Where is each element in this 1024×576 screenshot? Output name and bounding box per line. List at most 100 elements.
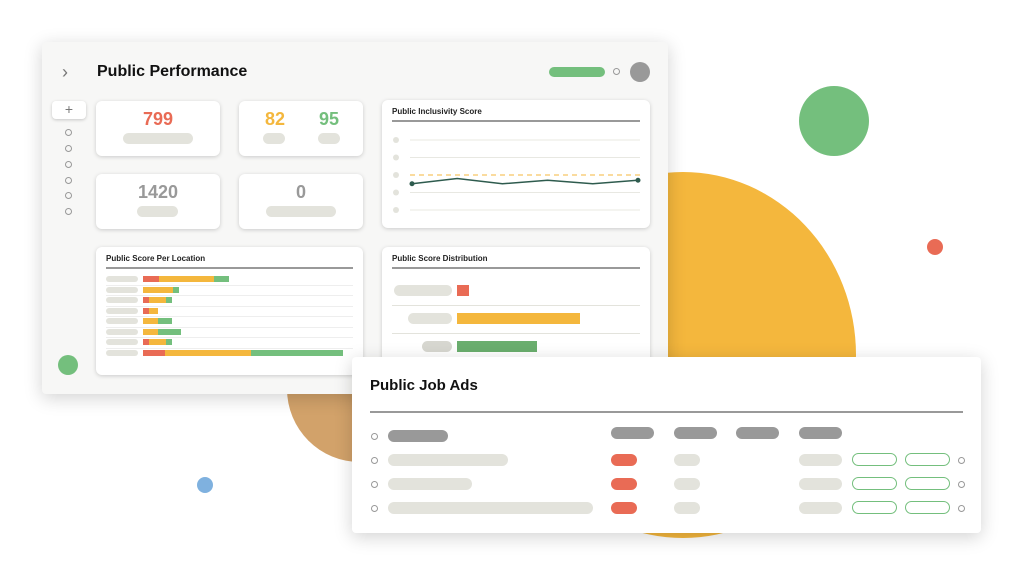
row-divider [106,284,353,286]
stat-value-yellow: 82 [264,109,286,129]
bar-segment [143,307,149,314]
row-divider [106,295,353,296]
data-point [635,177,641,183]
title-divider [370,411,963,413]
sidebar-item[interactable] [65,208,72,215]
panel-title: Public Job Ads [370,377,478,394]
sidebar-item[interactable] [65,129,72,136]
value-placeholder [674,454,700,466]
row-select-dot[interactable] [371,433,378,440]
row-divider [106,326,353,328]
y-axis-tick [393,172,399,178]
performance-panel: › Public Performance + 799 82 95 1420 0 … [42,42,668,394]
bar-segment [173,286,179,293]
value-placeholder [799,478,842,490]
inclusivity-card: Public Inclusivity Score [382,100,650,228]
location-label-placeholder [106,307,138,314]
action-button[interactable] [852,477,897,490]
bar-segment [143,318,158,324]
stat-value: 0 [295,182,306,202]
distribution-label-placeholder [394,285,452,296]
score-line [411,177,639,185]
job-ads-panel: Public Job Ads [352,357,981,533]
card-title: Public Score Per Location [106,254,206,263]
action-button[interactable] [905,501,950,514]
row-select-dot[interactable] [958,481,965,488]
column-header-placeholder [611,427,654,439]
bar-segment [166,339,172,345]
value-placeholder [674,478,700,490]
distribution-label-placeholder [422,341,452,352]
y-axis-tick [393,154,399,161]
card-title: Public Score Distribution [392,254,488,263]
bar-segment [165,349,251,356]
distribution-label-placeholder [408,313,452,324]
row-divider [106,316,353,317]
data-point [409,181,415,187]
stat-label-placeholder [123,133,193,144]
distribution-bar [457,341,537,352]
green-circle-decoration [799,86,869,156]
stat-card-zero: 0 [239,174,363,229]
row-divider [392,305,640,306]
sidebar-item[interactable] [65,192,72,199]
stat-label-placeholder [263,133,285,144]
bar-segment [149,297,166,303]
red-dot-decoration [927,239,943,255]
sidebar-item[interactable] [65,145,72,152]
bar-segment [166,297,172,303]
location-card: Public Score Per Location [96,247,363,375]
bar-segment [158,318,172,324]
stat-value-green: 95 [318,109,340,129]
bar-segment [143,328,158,335]
stat-label-placeholder [318,133,340,144]
row-divider [106,337,353,338]
status-badge [611,478,637,490]
location-label-placeholder [106,339,138,345]
row-select-dot[interactable] [371,457,378,464]
inclusivity-line-chart [393,137,641,213]
action-button[interactable] [852,501,897,514]
row-select-dot[interactable] [958,505,965,512]
column-header-placeholder [799,427,842,439]
location-label-placeholder [106,297,138,303]
card-title: Public Inclusivity Score [392,107,482,116]
chevron-right-icon[interactable]: › [62,62,68,82]
sidebar-item[interactable] [65,177,72,184]
bar-segment [149,339,166,345]
bar-segment [149,307,158,314]
row-select-dot[interactable] [371,505,378,512]
distribution-bar [457,285,470,296]
sidebar-item[interactable] [65,161,72,168]
y-axis-tick [393,207,399,213]
value-placeholder [674,502,700,514]
location-label-placeholder [106,286,138,293]
row-divider [106,305,353,307]
avatar[interactable] [630,62,650,82]
location-label-placeholder [106,328,138,335]
row-select-dot[interactable] [371,481,378,488]
job-title-placeholder [388,502,593,514]
row-select-dot[interactable] [958,457,965,464]
value-placeholder [799,502,842,514]
action-button[interactable] [905,453,950,466]
page-title: Public Performance [97,63,248,80]
column-header-placeholder [674,427,717,439]
title-divider [392,267,640,269]
title-divider [392,120,640,122]
y-axis-tick [393,137,399,143]
bar-segment [143,297,149,303]
stat-card-total: 1420 [96,174,220,229]
status-pill[interactable] [549,67,605,77]
bar-segment [251,349,343,356]
action-button[interactable] [905,477,950,490]
stat-label-placeholder [266,206,336,217]
blue-dot-decoration [197,477,213,493]
location-label-placeholder [106,276,138,282]
status-badge [611,502,637,514]
bar-segment [143,276,159,282]
action-button[interactable] [852,453,897,466]
add-button[interactable]: + [52,101,86,119]
stat-value: 799 [142,109,174,129]
location-label-placeholder [106,318,138,324]
